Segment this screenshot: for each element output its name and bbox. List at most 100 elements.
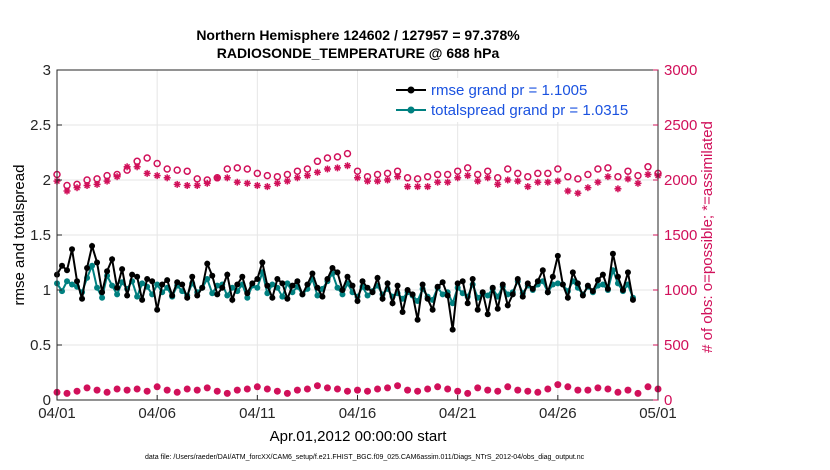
rmse-point xyxy=(84,265,91,271)
rejected-obs-marker xyxy=(263,385,271,393)
rmse-point xyxy=(209,272,216,279)
assimilated-obs-marker xyxy=(434,178,442,186)
rmse-point xyxy=(629,296,636,303)
rmse-point xyxy=(379,295,386,302)
rejected-obs-marker xyxy=(584,386,592,394)
rmse-point xyxy=(159,281,166,288)
rmse-point xyxy=(459,278,466,285)
rmse-point xyxy=(114,284,121,291)
y-tick-label: 1 xyxy=(43,282,51,299)
spread-point xyxy=(209,290,216,297)
rejected-obs-marker xyxy=(113,385,121,393)
rmse-point xyxy=(239,273,246,280)
assimilated-obs-marker xyxy=(273,179,281,187)
possible-obs-marker xyxy=(544,169,552,178)
rmse-point xyxy=(254,276,261,282)
assimilated-obs-marker xyxy=(414,183,422,191)
possible-obs-marker xyxy=(333,153,342,161)
rejected-obs-marker xyxy=(163,386,171,394)
rmse-point xyxy=(554,252,561,259)
x-tick-label: 05/01 xyxy=(639,405,677,422)
rmse-point xyxy=(319,293,326,300)
rejected-obs-marker xyxy=(564,383,572,391)
rejected-obs-marker xyxy=(293,386,301,394)
rmse-point xyxy=(504,302,511,309)
y-axis-label: rmse and totalspread xyxy=(11,165,28,306)
spread-point xyxy=(139,280,146,287)
x-axis-label: Apr.01,2012 00:00:00 start xyxy=(270,428,448,445)
rmse-point xyxy=(544,289,551,296)
rmse-point xyxy=(164,277,171,284)
rejected-obs-marker xyxy=(133,385,141,393)
y-tick-label: 2.5 xyxy=(30,117,51,134)
rmse-point xyxy=(354,298,361,304)
rejected-obs-marker xyxy=(394,382,402,390)
rmse-point xyxy=(214,291,221,298)
possible-obs-marker xyxy=(373,170,382,179)
rejected-obs-marker xyxy=(434,383,442,391)
spread-point xyxy=(89,262,96,269)
assimilated-obs-marker xyxy=(233,178,241,186)
assimilated-obs-marker xyxy=(464,172,472,180)
rmse-point xyxy=(194,292,201,299)
assimilated-obs-marker xyxy=(584,184,592,192)
spread-point xyxy=(279,293,286,300)
chart-title-line1: Northern Hemisphere 124602 / 127957 = 97… xyxy=(196,27,520,43)
assimilated-obs-marker xyxy=(73,184,81,192)
assimilated-obs-marker xyxy=(624,175,632,183)
spread-point xyxy=(69,281,76,288)
rmse-point xyxy=(499,281,506,288)
rejected-obs-marker xyxy=(634,389,642,397)
assimilated-obs-marker xyxy=(113,173,121,181)
rmse-point xyxy=(244,290,251,297)
axis-ticks: 04/01 04/06 04/11 04/16 04/21 04/26 05/0100.51… xyxy=(30,62,697,422)
assimilated-obs-marker xyxy=(494,180,502,188)
rejected-obs-marker xyxy=(644,383,652,391)
rmse-point xyxy=(484,311,491,318)
possible-obs-marker xyxy=(574,175,582,183)
spread-point xyxy=(449,300,456,307)
rmse-point xyxy=(509,291,516,298)
spread-point xyxy=(554,280,561,287)
possible-obs-marker xyxy=(594,165,602,173)
rmse-point xyxy=(139,296,146,303)
rmse-point xyxy=(229,296,236,303)
legend-spread-marker xyxy=(407,106,415,114)
assimilated-obs-marker xyxy=(574,189,582,197)
assimilated-obs-marker xyxy=(504,176,512,184)
assimilated-obs-marker xyxy=(193,182,201,189)
rmse-point xyxy=(394,282,401,289)
legend-spread-label: totalspread grand pr = 1.0315 xyxy=(431,102,628,119)
x-tick-label: 04/06 xyxy=(138,405,176,422)
series-layer xyxy=(53,149,662,397)
rejected-obs-marker xyxy=(444,385,452,393)
spread-point xyxy=(314,292,321,299)
assimilated-obs-marker xyxy=(554,177,562,185)
spread-point xyxy=(154,281,161,288)
x-tick-label: 04/11 xyxy=(239,405,275,422)
assimilated-obs-marker xyxy=(253,182,261,189)
rejected-obs-marker xyxy=(454,387,462,395)
rejected-obs-marker xyxy=(354,386,361,394)
rejected-obs-marker xyxy=(504,383,512,391)
rejected-obs-marker xyxy=(183,385,191,393)
rmse-point xyxy=(599,271,606,278)
rmse-point xyxy=(464,300,471,307)
possible-obs-marker xyxy=(143,154,151,162)
assimilated-obs-marker xyxy=(644,171,652,178)
assimilated-obs-marker xyxy=(474,177,482,185)
possible-obs-marker xyxy=(614,172,622,181)
assimilated-obs-marker xyxy=(103,177,111,185)
rmse-point xyxy=(124,292,131,299)
rmse-point xyxy=(384,280,391,287)
rmse-point xyxy=(149,278,156,285)
rmse-point xyxy=(489,284,496,291)
rejected-obs-marker xyxy=(384,384,392,392)
rejected-obs-marker xyxy=(464,389,472,397)
rmse-point xyxy=(259,259,266,266)
rmse-point xyxy=(264,282,271,289)
spread-point xyxy=(599,281,606,288)
rmse-point xyxy=(344,273,351,280)
spread-point xyxy=(94,284,101,291)
rmse-point xyxy=(539,267,546,274)
